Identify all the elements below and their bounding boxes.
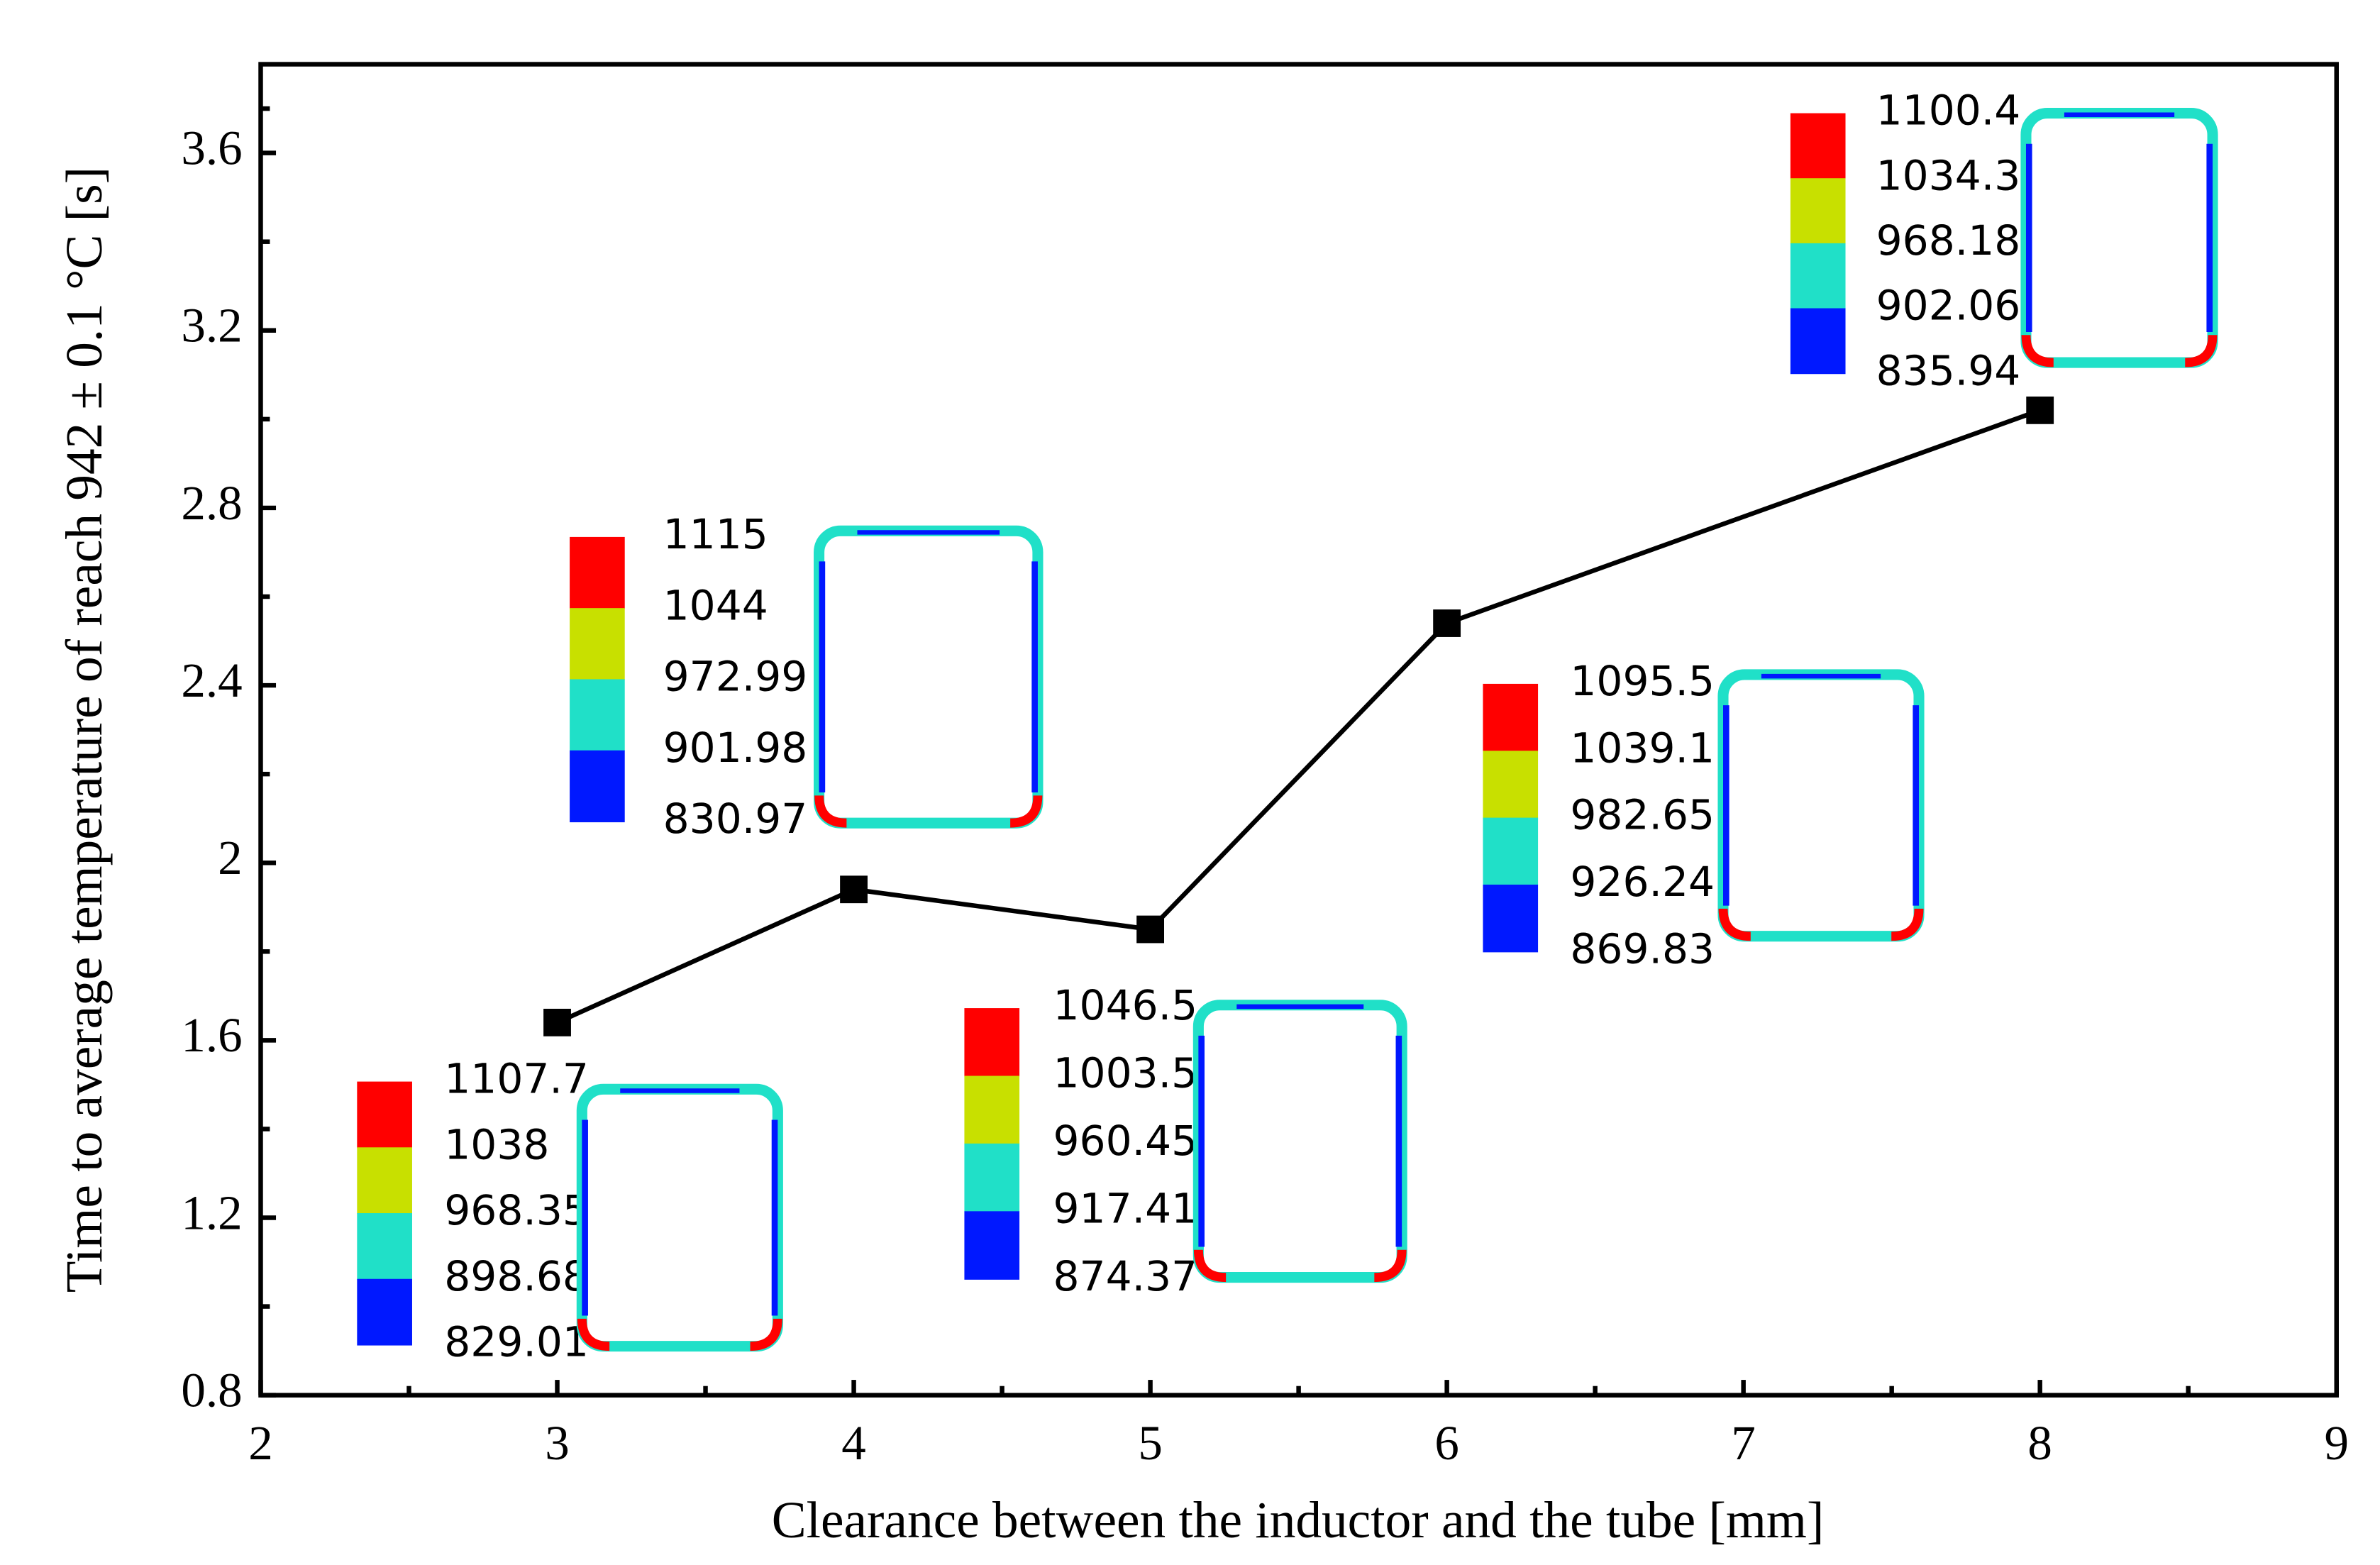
tube-corner	[577, 1318, 610, 1351]
contour-swatch	[1790, 113, 1846, 179]
tube-section	[576, 1083, 783, 1352]
contour-swatch	[357, 1213, 412, 1280]
data-line	[556, 408, 2041, 1025]
tube-outer	[1717, 669, 1925, 942]
contour-label: 1115	[663, 510, 768, 558]
contour-label: 1038	[444, 1120, 549, 1168]
tube-section	[2020, 108, 2218, 368]
x-axis-label: Clearance between the inductor and the t…	[772, 1491, 1825, 1549]
contour-label: 968.18	[1876, 216, 2021, 265]
data-point	[1136, 915, 1164, 944]
x-tick-label: 9	[2324, 1416, 2349, 1470]
contour-label: 972.99	[663, 653, 808, 701]
data-point	[840, 875, 868, 904]
contour-swatch	[1790, 178, 1846, 244]
contour-swatch	[1790, 308, 1846, 375]
tube-corner	[1193, 1249, 1227, 1283]
contour-label: 926.24	[1570, 858, 1715, 906]
contour-swatch	[1790, 243, 1846, 309]
tube-corner	[1891, 908, 1924, 941]
tube-corner	[814, 795, 847, 828]
contour-label: 869.83	[1570, 924, 1715, 973]
x-tick-label: 2	[248, 1416, 273, 1470]
contour-swatch	[1483, 817, 1539, 886]
contour-swatch	[570, 536, 625, 609]
contour-label: 1044	[663, 581, 768, 629]
contour-swatch	[964, 1075, 1020, 1144]
data-point	[543, 1008, 571, 1036]
contour-label: 1095.5	[1570, 657, 1715, 705]
y-tick-label: 3.6	[181, 121, 242, 175]
x-tick-label: 4	[841, 1416, 866, 1470]
tube-corner	[1374, 1249, 1407, 1283]
x-tick-label: 3	[545, 1416, 570, 1470]
contour-label: 874.37	[1053, 1252, 1198, 1300]
data-point	[1433, 609, 1461, 637]
contour-swatch	[964, 1143, 1020, 1212]
x-tick-label: 6	[1434, 1416, 1459, 1470]
contour-label: 1003.5	[1053, 1049, 1198, 1097]
contour-label: 829.01	[444, 1318, 589, 1366]
tube-section	[814, 525, 1044, 829]
tube-corner	[1718, 908, 1751, 941]
contour-swatch	[357, 1147, 412, 1215]
contour-label: 902.06	[1876, 282, 2021, 330]
tube-section	[1717, 669, 1925, 942]
y-tick-label: 1.6	[181, 1008, 242, 1062]
contour-label: 830.97	[663, 795, 808, 843]
contour-label: 1039.1	[1570, 724, 1715, 772]
contour-swatch	[357, 1278, 412, 1346]
contour-swatch	[357, 1081, 412, 1149]
x-tick-label: 8	[2027, 1416, 2052, 1470]
tube-outer	[814, 525, 1044, 829]
y-axis-label: Time to average temperature of reach 942…	[55, 167, 113, 1293]
contour-label: 1046.5	[1053, 981, 1198, 1029]
y-tick-label: 2	[218, 831, 243, 885]
y-tick-label: 0.8	[181, 1363, 242, 1417]
contour-swatch	[570, 608, 625, 680]
contour-label: 1100.4	[1876, 87, 2021, 135]
x-tick-label: 5	[1138, 1416, 1162, 1470]
x-tick-label: 7	[1731, 1416, 1756, 1470]
contour-label: 1107.7	[444, 1055, 589, 1103]
tube-corner	[2021, 334, 2054, 367]
contour-label: 960.45	[1053, 1117, 1198, 1165]
tube-corner	[2184, 334, 2218, 367]
contour-swatch	[1483, 884, 1539, 953]
contour-swatch	[570, 679, 625, 751]
contour-label: 901.98	[663, 724, 808, 772]
contour-swatch	[1483, 683, 1539, 752]
contour-swatch	[964, 1211, 1020, 1280]
contour-swatch	[570, 750, 625, 823]
tube-outer	[576, 1083, 783, 1352]
y-tick-label: 3.2	[181, 299, 242, 353]
y-tick-label: 2.4	[181, 653, 242, 707]
contour-label: 898.68	[444, 1252, 589, 1300]
contour-label: 917.41	[1053, 1184, 1198, 1232]
contour-swatch	[1483, 751, 1539, 819]
contour-label: 1034.3	[1876, 151, 2021, 199]
contour-label: 835.94	[1876, 346, 2021, 394]
tube-corner	[750, 1318, 782, 1351]
tube-section	[1192, 1000, 1407, 1283]
y-tick-label: 1.2	[181, 1185, 242, 1239]
contour-label: 982.65	[1570, 791, 1715, 839]
tube-outer	[1192, 1000, 1407, 1283]
contour-label: 968.35	[444, 1186, 589, 1234]
tube-outer	[2020, 108, 2218, 368]
tube-corner	[1009, 795, 1043, 828]
y-tick-label: 2.8	[181, 476, 242, 530]
contour-swatch	[964, 1008, 1020, 1077]
data-point	[2026, 396, 2054, 424]
